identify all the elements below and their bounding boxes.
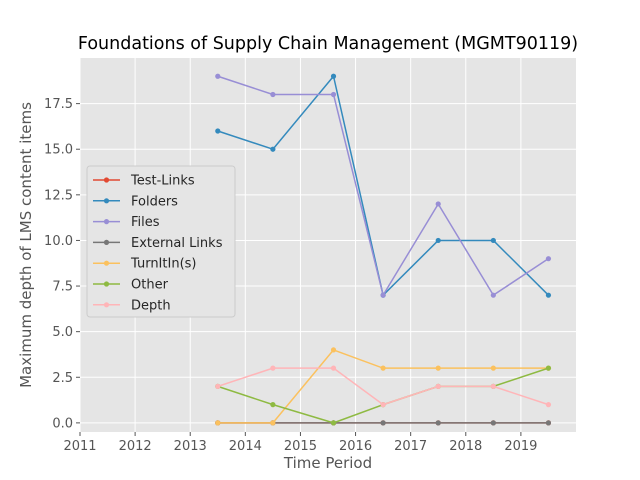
legend-label: Files [131,215,160,230]
legend-label: Depth [131,298,171,313]
x-tick-label: 2012 [119,439,152,454]
data-point-folders [545,292,552,298]
y-tick-label: 17.5 [44,97,73,112]
legend-item-folders: Folders [93,194,178,209]
data-point-files [545,256,552,262]
y-axis-ticks: 0.0 2.5 5.0 7.5 10.0 12.5 15.0 17.5 [44,97,80,431]
y-tick-label: 7.5 [52,280,73,295]
data-point-depth [435,383,441,389]
series-turnitin-s [215,347,552,426]
x-tick-label: 2018 [449,439,482,454]
data-point-other [330,420,337,426]
data-point-turnitin-s [490,365,496,371]
legend-marker [103,302,110,308]
y-tick-label: 0.0 [52,416,73,431]
x-tick-label: 2019 [504,439,537,454]
legend-marker [103,177,110,183]
legend-item-other: Other [93,278,169,293]
data-point-folders [435,237,441,244]
y-axis-title: Maximum depth of LMS content items [17,102,35,388]
data-point-depth [545,402,552,408]
series-depth [215,365,552,408]
data-point-depth [490,383,496,389]
y-tick-label: 5.0 [52,325,73,340]
legend-label: Folders [131,194,178,209]
legend: Test-Links Folders Files External Links Turn… [86,165,236,318]
y-tick-label: 15.0 [44,143,73,158]
data-point-folders [490,237,496,244]
legend-box [86,165,236,318]
data-point-external-links [435,420,441,426]
legend-label: Test-Links [130,174,195,189]
series-files [215,73,552,298]
y-tick-label: 12.5 [44,188,73,203]
data-point-files [490,292,496,298]
data-point-turnitin-s [270,420,276,426]
legend-item-depth: Depth [93,298,171,313]
x-tick-label: 2013 [174,439,207,454]
data-point-folders [330,73,337,79]
x-tick-label: 2016 [339,439,372,454]
legend-marker [103,260,110,266]
data-point-depth [270,365,276,371]
data-point-files [330,91,337,98]
legend-marker [103,281,110,287]
x-axis-ticks: 2011 2012 2013 2014 2015 2016 2017 2018 2019 [63,432,537,454]
legend-label: TurnItIn(s) [130,257,196,272]
data-point-other [545,365,552,371]
legend-item-turnitin-s: TurnItIn(s) [93,257,196,272]
data-point-other [270,402,276,408]
data-point-folders [215,128,221,134]
data-point-turnitin-s [215,420,221,426]
chart-title: Foundations of Supply Chain Management (… [78,34,578,54]
legend-marker [103,198,110,204]
x-tick-label: 2011 [63,439,96,454]
data-point-depth [380,402,386,408]
data-point-files [435,201,441,207]
data-point-files [270,91,276,98]
x-tick-label: 2014 [229,439,262,454]
data-point-external-links [545,420,552,426]
data-point-depth [330,365,337,371]
legend-marker [103,239,110,245]
data-point-turnitin-s [380,365,386,371]
data-point-external-links [490,420,496,426]
data-point-files [215,73,221,79]
data-point-external-links [380,420,386,426]
data-point-files [380,292,386,298]
legend-label: Other [131,278,169,293]
x-axis-title: Time Period [283,454,372,472]
series-group [215,73,552,426]
legend-label: External Links [131,236,223,251]
y-tick-label: 10.0 [44,234,73,249]
legend-item-files: Files [93,215,160,230]
x-tick-label: 2015 [284,439,317,454]
data-point-turnitin-s [330,347,337,353]
data-point-depth [215,383,221,389]
legend-item-external-links: External Links [93,236,223,251]
x-tick-label: 2017 [394,439,427,454]
data-point-turnitin-s [435,365,441,371]
data-point-folders [270,146,276,152]
legend-item-test-links: Test-Links [93,174,195,189]
y-tick-label: 2.5 [52,371,73,386]
legend-marker [103,219,110,225]
